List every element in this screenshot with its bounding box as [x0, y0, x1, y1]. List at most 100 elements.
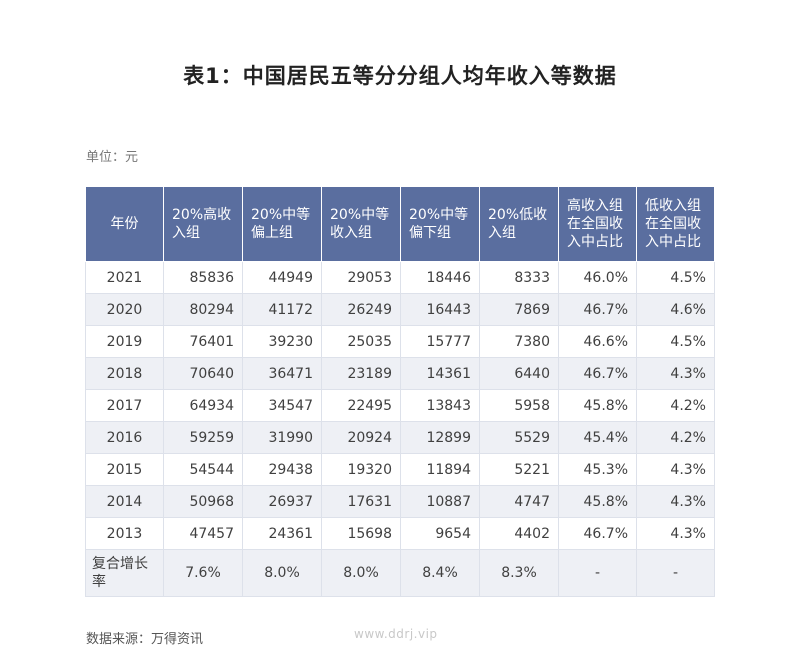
cell-upper-middle-income: 24361	[242, 517, 322, 550]
column-header-middle-income: 20%中等收入组	[321, 186, 401, 262]
cell-middle-income: 23189	[321, 357, 401, 390]
cagr-cell-upper-middle-income: 8.0%	[242, 549, 322, 597]
cell-low-income: 5221	[479, 453, 559, 486]
table-row: 2016 59259 31990 20924 12899 5529 45.4% 4.2%	[85, 421, 715, 454]
cell-low-income: 7869	[479, 293, 559, 326]
cell-high-income: 76401	[163, 325, 243, 358]
cell-high-income: 54544	[163, 453, 243, 486]
cell-high-income-share: 45.8%	[558, 389, 637, 422]
cell-year: 2016	[85, 421, 164, 454]
cell-high-income: 64934	[163, 389, 243, 422]
cell-lower-middle-income: 9654	[400, 517, 480, 550]
table-row: 2014 50968 26937 17631 10887 4747 45.8% 4.3%	[85, 485, 715, 518]
column-header-year: 年份	[85, 186, 164, 262]
cell-middle-income: 22495	[321, 389, 401, 422]
cell-low-income: 6440	[479, 357, 559, 390]
unit-label: 单位：元	[86, 150, 139, 165]
cell-high-income-share: 46.0%	[558, 261, 637, 294]
cagr-label: 复合增长率	[85, 549, 164, 597]
column-header-low-income-share: 低收入组在全国收入中占比	[636, 186, 715, 262]
cell-year: 2014	[85, 485, 164, 518]
cell-middle-income: 26249	[321, 293, 401, 326]
cell-lower-middle-income: 10887	[400, 485, 480, 518]
cell-upper-middle-income: 29438	[242, 453, 322, 486]
table-row: 2021 85836 44949 29053 18446 8333 46.0% 4.5%	[85, 261, 715, 294]
table-row-cagr: 复合增长率 7.6% 8.0% 8.0% 8.4% 8.3% - -	[85, 549, 715, 597]
cell-high-income-share: 45.4%	[558, 421, 637, 454]
table-row: 2018 70640 36471 23189 14361 6440 46.7% 4.3%	[85, 357, 715, 390]
cell-lower-middle-income: 18446	[400, 261, 480, 294]
cell-low-income-share: 4.6%	[636, 293, 715, 326]
cell-lower-middle-income: 14361	[400, 357, 480, 390]
cagr-cell-lower-middle-income: 8.4%	[400, 549, 480, 597]
cagr-cell-high-income: 7.6%	[163, 549, 243, 597]
cell-low-income-share: 4.3%	[636, 357, 715, 390]
column-header-high-income-share: 高收入组在全国收入中占比	[558, 186, 637, 262]
cell-low-income: 4747	[479, 485, 559, 518]
table-body: 2021 85836 44949 29053 18446 8333 46.0% 4.5% 202…	[85, 261, 715, 597]
data-source-note: 数据来源：万得资讯	[86, 632, 204, 647]
cell-year: 2020	[85, 293, 164, 326]
cell-low-income-share: 4.3%	[636, 517, 715, 550]
cagr-cell-high-income-share: -	[558, 549, 637, 597]
cell-middle-income: 17631	[321, 485, 401, 518]
cell-middle-income: 25035	[321, 325, 401, 358]
table-row: 2015 54544 29438 19320 11894 5221 45.3% 4.3%	[85, 453, 715, 486]
cell-upper-middle-income: 36471	[242, 357, 322, 390]
cell-low-income: 8333	[479, 261, 559, 294]
table-row: 2013 47457 24361 15698 9654 4402 46.7% 4.3%	[85, 517, 715, 550]
table-row: 2020 80294 41172 26249 16443 7869 46.7% 4.6%	[85, 293, 715, 326]
cell-low-income: 5529	[479, 421, 559, 454]
income-data-table: 年份 20%高收入组 20%中等偏上组 20%中等收入组 20%中等偏下组 20…	[85, 186, 715, 597]
cell-year: 2015	[85, 453, 164, 486]
cell-high-income: 70640	[163, 357, 243, 390]
cell-high-income-share: 46.7%	[558, 293, 637, 326]
cell-low-income-share: 4.2%	[636, 421, 715, 454]
cell-low-income-share: 4.5%	[636, 261, 715, 294]
cell-upper-middle-income: 34547	[242, 389, 322, 422]
cell-high-income-share: 45.3%	[558, 453, 637, 486]
cell-upper-middle-income: 41172	[242, 293, 322, 326]
cell-upper-middle-income: 26937	[242, 485, 322, 518]
cagr-cell-middle-income: 8.0%	[321, 549, 401, 597]
cell-high-income-share: 46.7%	[558, 357, 637, 390]
cell-high-income: 85836	[163, 261, 243, 294]
column-header-low-income: 20%低收入组	[479, 186, 559, 262]
cagr-cell-low-income: 8.3%	[479, 549, 559, 597]
cell-low-income-share: 4.2%	[636, 389, 715, 422]
cell-lower-middle-income: 15777	[400, 325, 480, 358]
cell-upper-middle-income: 44949	[242, 261, 322, 294]
cell-high-income: 50968	[163, 485, 243, 518]
cell-middle-income: 19320	[321, 453, 401, 486]
column-header-lower-middle-income: 20%中等偏下组	[400, 186, 480, 262]
cell-low-income: 7380	[479, 325, 559, 358]
cagr-cell-low-income-share: -	[636, 549, 715, 597]
cell-low-income: 4402	[479, 517, 559, 550]
cell-upper-middle-income: 31990	[242, 421, 322, 454]
cell-high-income: 47457	[163, 517, 243, 550]
cell-high-income: 59259	[163, 421, 243, 454]
cell-low-income-share: 4.3%	[636, 453, 715, 486]
cell-middle-income: 15698	[321, 517, 401, 550]
table-header-row: 年份 20%高收入组 20%中等偏上组 20%中等收入组 20%中等偏下组 20…	[85, 186, 715, 262]
cell-middle-income: 20924	[321, 421, 401, 454]
cell-lower-middle-income: 11894	[400, 453, 480, 486]
cell-year: 2018	[85, 357, 164, 390]
cell-year: 2017	[85, 389, 164, 422]
column-header-upper-middle-income: 20%中等偏上组	[242, 186, 322, 262]
cell-middle-income: 29053	[321, 261, 401, 294]
cell-lower-middle-income: 13843	[400, 389, 480, 422]
table-row: 2019 76401 39230 25035 15777 7380 46.6% 4.5%	[85, 325, 715, 358]
cell-high-income-share: 45.8%	[558, 485, 637, 518]
watermark-text: www.ddrj.vip	[354, 627, 438, 641]
table-title: 表1：中国居民五等分分组人均年收入等数据	[183, 64, 617, 88]
table-row: 2017 64934 34547 22495 13843 5958 45.8% 4.2%	[85, 389, 715, 422]
cell-low-income-share: 4.5%	[636, 325, 715, 358]
cell-high-income-share: 46.7%	[558, 517, 637, 550]
cell-year: 2021	[85, 261, 164, 294]
column-header-high-income: 20%高收入组	[163, 186, 243, 262]
cell-low-income-share: 4.3%	[636, 485, 715, 518]
cell-high-income: 80294	[163, 293, 243, 326]
cell-year: 2013	[85, 517, 164, 550]
cell-upper-middle-income: 39230	[242, 325, 322, 358]
